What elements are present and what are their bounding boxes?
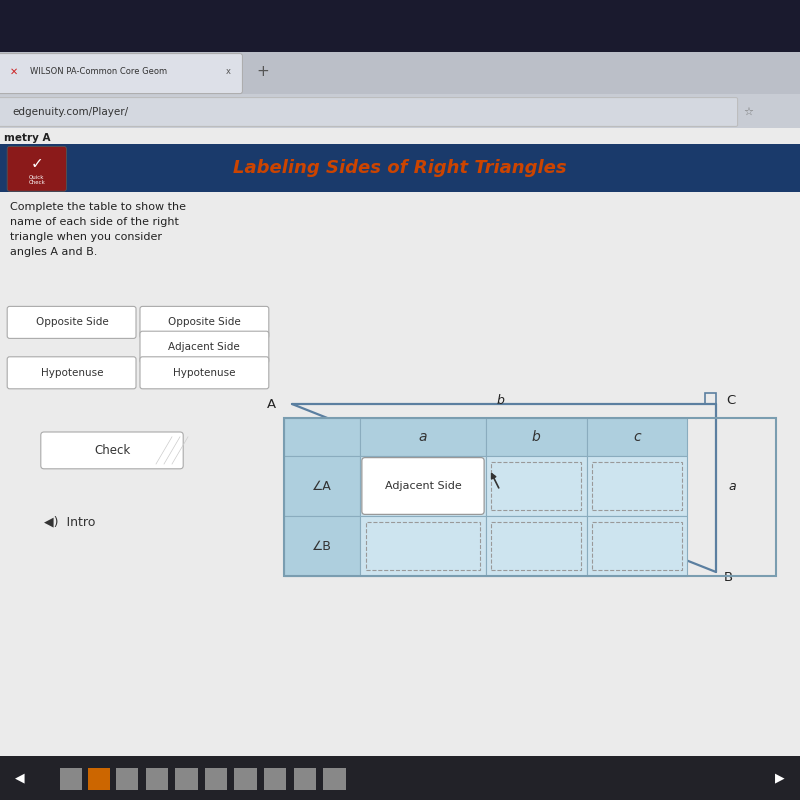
Bar xyxy=(486,456,586,516)
Text: +: + xyxy=(256,65,269,79)
Bar xyxy=(491,522,581,570)
Bar xyxy=(284,516,360,576)
Text: Hypotenuse: Hypotenuse xyxy=(41,368,103,378)
Bar xyxy=(486,516,586,576)
Bar xyxy=(0,128,144,146)
Text: ◀: ◀ xyxy=(15,771,25,784)
Text: ∠A: ∠A xyxy=(312,479,332,493)
Text: Labeling Sides of Right Triangles: Labeling Sides of Right Triangles xyxy=(233,159,567,177)
Bar xyxy=(284,456,360,516)
Text: B: B xyxy=(724,571,733,584)
Text: Opposite Side: Opposite Side xyxy=(36,318,108,327)
Text: Quick
Check: Quick Check xyxy=(28,174,46,185)
Text: WILSON PA-Common Core Geom: WILSON PA-Common Core Geom xyxy=(30,67,167,77)
FancyBboxPatch shape xyxy=(7,146,66,191)
Text: x: x xyxy=(226,67,230,77)
Bar xyxy=(592,522,682,570)
Bar xyxy=(360,516,486,576)
Bar xyxy=(116,768,138,790)
Text: b: b xyxy=(532,430,541,444)
Bar xyxy=(586,516,687,576)
Text: a: a xyxy=(418,430,427,444)
FancyBboxPatch shape xyxy=(140,331,269,363)
Bar xyxy=(586,456,687,516)
Bar xyxy=(294,768,316,790)
Text: ∠B: ∠B xyxy=(312,539,332,553)
Text: Check: Check xyxy=(94,444,130,457)
FancyBboxPatch shape xyxy=(140,306,269,338)
Text: Adjacent Side: Adjacent Side xyxy=(168,342,240,352)
Text: edgenuity.com/Player/: edgenuity.com/Player/ xyxy=(12,107,128,117)
Bar xyxy=(486,418,586,456)
Bar xyxy=(284,418,360,456)
Text: metry A: metry A xyxy=(4,133,50,142)
Bar xyxy=(0,52,800,94)
Bar xyxy=(234,768,257,790)
Bar xyxy=(0,0,800,52)
FancyBboxPatch shape xyxy=(0,54,242,94)
Text: ▶: ▶ xyxy=(775,771,785,784)
Bar xyxy=(88,768,110,790)
FancyBboxPatch shape xyxy=(0,98,738,126)
Text: C: C xyxy=(726,394,736,406)
Bar xyxy=(60,768,82,790)
Bar xyxy=(586,418,687,456)
Bar xyxy=(323,768,346,790)
Bar xyxy=(0,144,800,192)
Text: ☆: ☆ xyxy=(743,107,753,117)
Bar xyxy=(0,128,800,756)
FancyBboxPatch shape xyxy=(362,458,484,514)
Text: c: c xyxy=(633,430,641,444)
FancyBboxPatch shape xyxy=(7,357,136,389)
Bar xyxy=(205,768,227,790)
Bar xyxy=(705,393,716,404)
Bar xyxy=(360,418,486,456)
Text: ◀)  Intro: ◀) Intro xyxy=(44,515,95,528)
Bar xyxy=(284,418,776,576)
Bar xyxy=(360,456,486,516)
Bar xyxy=(0,94,800,128)
FancyBboxPatch shape xyxy=(7,306,136,338)
Bar xyxy=(146,768,168,790)
FancyBboxPatch shape xyxy=(140,357,269,389)
Text: Adjacent Side: Adjacent Side xyxy=(385,481,462,491)
Bar xyxy=(175,768,198,790)
Bar xyxy=(264,768,286,790)
Text: Opposite Side: Opposite Side xyxy=(168,318,240,327)
Bar xyxy=(491,462,581,510)
Bar xyxy=(592,462,682,510)
Text: Complete the table to show the
name of each side of the right
triangle when you : Complete the table to show the name of e… xyxy=(10,202,186,258)
FancyBboxPatch shape xyxy=(41,432,183,469)
Text: Hypotenuse: Hypotenuse xyxy=(173,368,235,378)
Text: b: b xyxy=(496,394,504,406)
Text: A: A xyxy=(267,398,276,410)
Text: ✓: ✓ xyxy=(30,157,43,171)
Bar xyxy=(366,522,480,570)
Text: a: a xyxy=(728,480,736,493)
Bar xyxy=(0,756,800,800)
Text: ✕: ✕ xyxy=(10,67,18,77)
